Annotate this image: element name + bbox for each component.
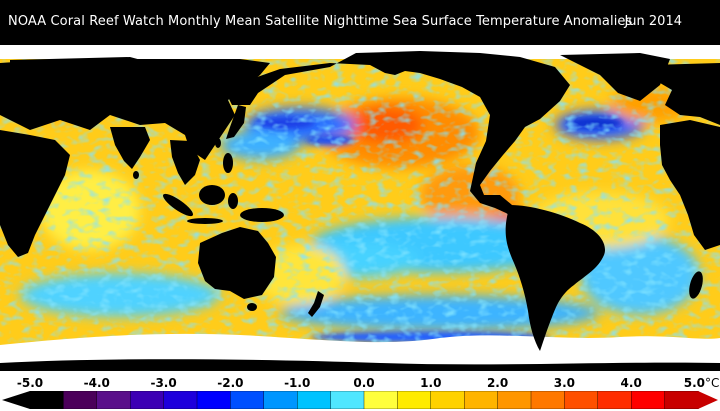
map-title: NOAA Coral Reef Watch Monthly Mean Satel… [8, 14, 633, 29]
colorbar-tick-label: 5.0°C [683, 376, 720, 390]
land-new-guinea [240, 208, 284, 222]
colorbar-tick-label: -3.0 [150, 376, 177, 390]
colorbar-tick-label: -5.0 [16, 376, 44, 390]
colorbar-tick-label: -1.0 [284, 376, 311, 390]
colorbar-tick-label: -2.0 [217, 376, 244, 390]
colorbar-tick-label: 4.0 [620, 376, 642, 390]
land-south-america [505, 205, 605, 351]
title-bar: NOAA Coral Reef Watch Monthly Mean Satel… [0, 0, 720, 45]
colorbar-segment [263, 391, 298, 409]
colorbar-segment [230, 391, 265, 409]
colorbar-segment [497, 391, 532, 409]
colorbar-tick-labels: -5.0 -4.0 -3.0 -2.0 -1.0 0.0 1.0 2.0 3.0 4.0 5.0°C [0, 376, 720, 390]
colorbar-segment [631, 391, 666, 409]
land-borneo [199, 185, 225, 205]
land-southeast-asia [170, 140, 200, 185]
land-sri-lanka [133, 171, 139, 179]
land-greenland [560, 53, 670, 101]
colorbar-segment [297, 391, 332, 409]
colorbar-segment [63, 391, 98, 409]
colorbar-segment [163, 391, 198, 409]
colorbar-segment [464, 391, 499, 409]
land-tasmania [247, 303, 257, 311]
colorbar-left-arrow [2, 391, 30, 409]
colorbar-legend: -5.0 -4.0 -3.0 -2.0 -1.0 0.0 1.0 2.0 3.0 4.0 5.0°C [0, 371, 720, 411]
land-antarctica [0, 359, 720, 371]
land-philippines [223, 153, 233, 173]
map-date: Jun 2014 [624, 14, 682, 29]
land-madagascar [689, 271, 703, 299]
land-java [187, 218, 223, 224]
colorbar-right-arrow [698, 391, 718, 409]
land-europe [650, 63, 720, 125]
colorbar-segment [29, 391, 65, 409]
land-north-america [10, 51, 570, 220]
land-sulawesi [228, 193, 238, 209]
colorbar-segment [564, 391, 599, 409]
colorbar-segment [196, 391, 232, 409]
land-eurasia [0, 59, 270, 160]
colorbar-segment [397, 391, 432, 409]
colorbar-segment [363, 391, 399, 409]
land-taiwan [215, 138, 221, 148]
colorbar [2, 391, 718, 409]
land-australia [198, 227, 276, 299]
colorbar-segment [330, 391, 365, 409]
land-sumatra [162, 193, 194, 217]
colorbar-tick-label: 3.0 [553, 376, 576, 390]
land-africa [660, 120, 720, 250]
land-india [110, 127, 150, 169]
colorbar-segment [96, 391, 131, 409]
land-africa-west [0, 130, 70, 257]
colorbar-segment [129, 391, 165, 409]
colorbar-segment [597, 391, 632, 409]
land-new-zealand [308, 291, 324, 317]
colorbar-tick-label: 1.0 [420, 376, 442, 390]
landmasses [0, 51, 720, 371]
land-japan [226, 105, 246, 139]
colorbar-segment [664, 391, 699, 409]
colorbar-tick-label: 0.0 [353, 376, 375, 390]
sst-anomaly-map [0, 45, 720, 371]
colorbar-unit: °C [705, 376, 720, 390]
colorbar-segment [530, 391, 566, 409]
colorbar-segment [430, 391, 465, 409]
colorbar-tick-label: -4.0 [83, 376, 110, 390]
colorbar-tick-label: 2.0 [486, 376, 509, 390]
